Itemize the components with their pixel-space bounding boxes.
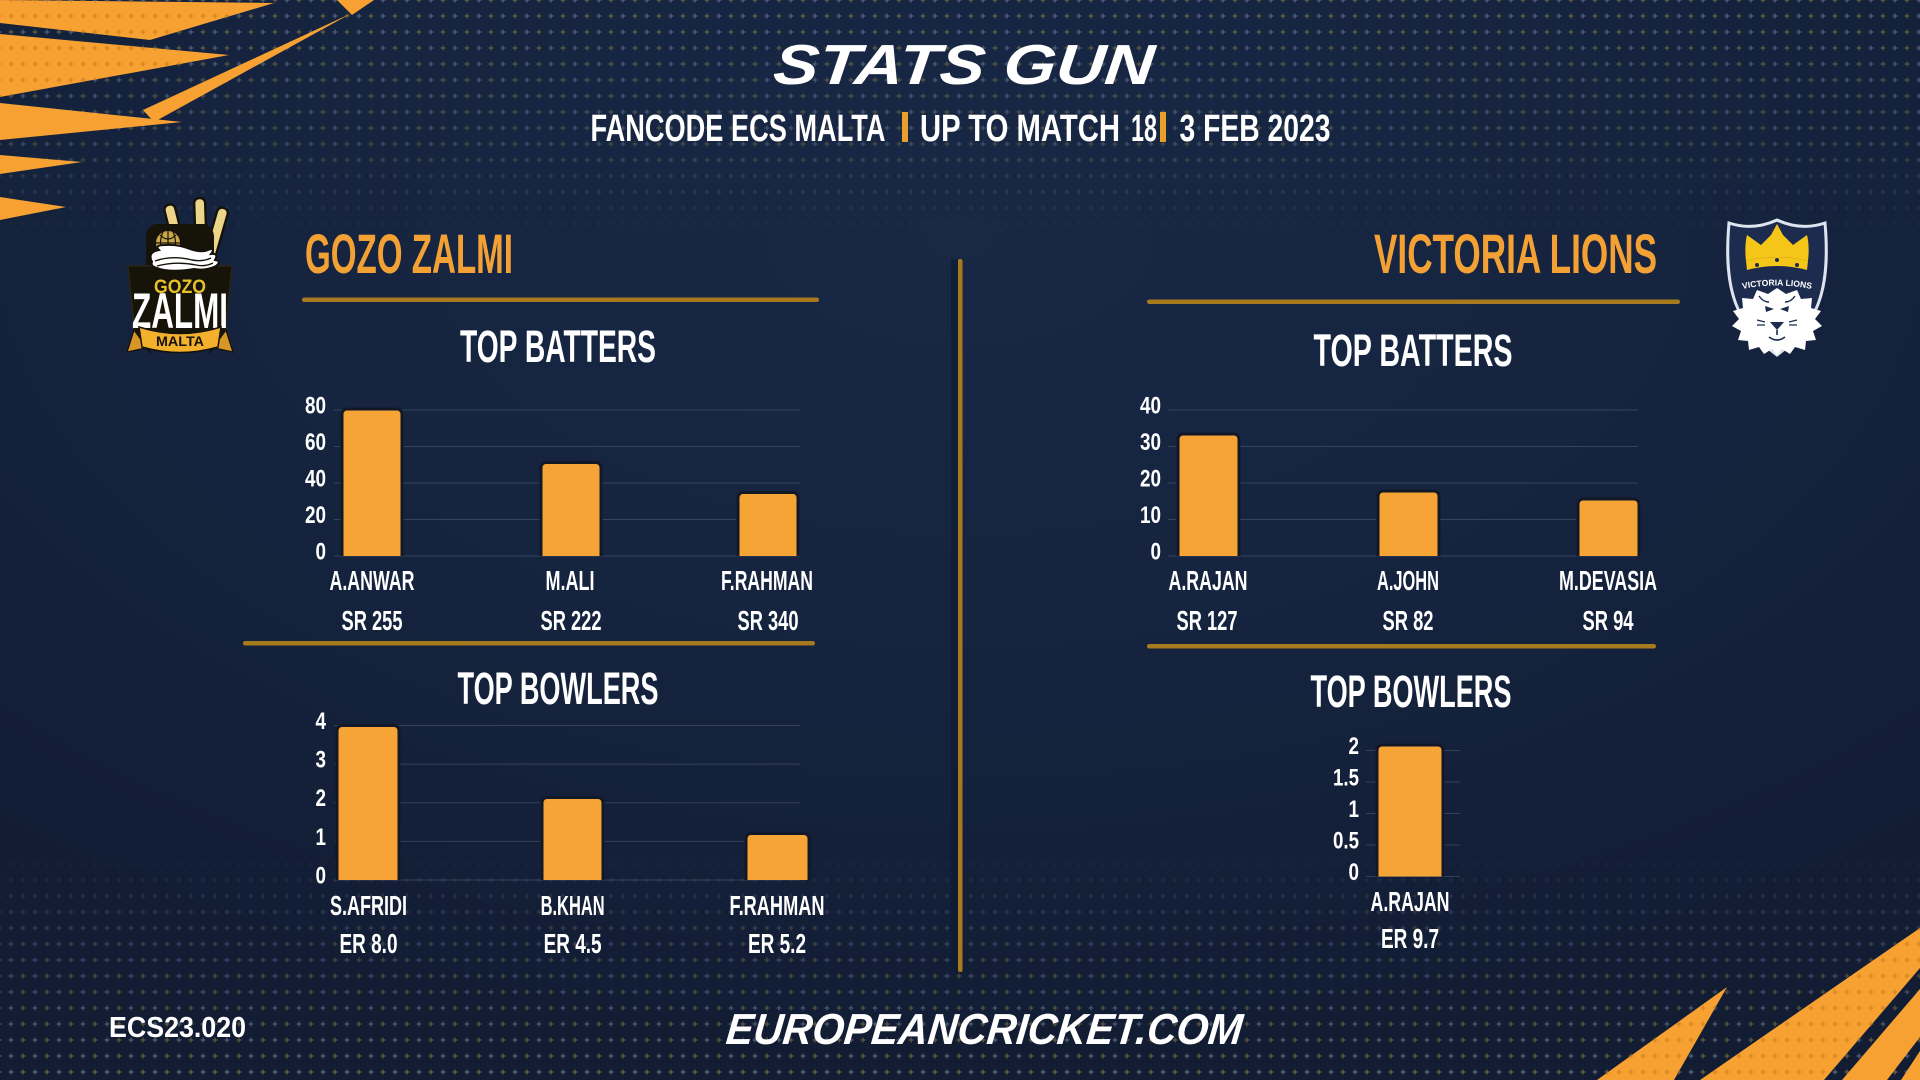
svg-text:M.ALI: M.ALI (546, 565, 595, 596)
svg-text:ECS23.020: ECS23.020 (109, 1012, 246, 1044)
svg-text:1.5: 1.5 (1333, 765, 1359, 792)
svg-text:TOP BOWLERS: TOP BOWLERS (458, 663, 659, 714)
svg-text:1: 1 (1349, 796, 1360, 823)
svg-text:ER 4.5: ER 4.5 (544, 928, 602, 959)
svg-text:ER 8.0: ER 8.0 (340, 928, 398, 959)
svg-text:60: 60 (305, 429, 326, 456)
svg-text:F.RAHMAN: F.RAHMAN (721, 565, 813, 596)
svg-text:A.JOHN: A.JOHN (1377, 565, 1439, 596)
svg-text:TOP BOWLERS: TOP BOWLERS (1311, 666, 1512, 717)
svg-text:SR 82: SR 82 (1383, 605, 1434, 636)
svg-text:STATS GUN: STATS GUN (771, 34, 1159, 97)
svg-text:A.RAJAN: A.RAJAN (1371, 886, 1450, 917)
svg-text:UP TO MATCH: UP TO MATCH (920, 108, 1120, 150)
svg-text:SR 340: SR 340 (738, 605, 799, 636)
svg-text:MALTA: MALTA (156, 333, 204, 349)
svg-text:FANCODE ECS MALTA: FANCODE ECS MALTA (591, 108, 886, 150)
svg-text:3 FEB 2023: 3 FEB 2023 (1180, 108, 1331, 150)
svg-text:20: 20 (1140, 466, 1161, 493)
svg-text:VICTORIA LIONS: VICTORIA LIONS (1374, 222, 1657, 285)
svg-text:SR 255: SR 255 (342, 605, 403, 636)
svg-text:GOZO ZALMI: GOZO ZALMI (305, 222, 513, 285)
svg-text:2: 2 (1349, 733, 1360, 760)
svg-text:S.AFRIDI: S.AFRIDI (330, 890, 407, 921)
svg-text:10: 10 (1140, 502, 1161, 529)
svg-text:GOZO: GOZO (154, 277, 206, 298)
svg-text:4: 4 (316, 708, 327, 735)
svg-text:SR 127: SR 127 (1177, 605, 1238, 636)
svg-text:0: 0 (316, 863, 327, 890)
svg-text:3: 3 (316, 747, 327, 774)
svg-text:F.RAHMAN: F.RAHMAN (730, 890, 825, 921)
svg-text:0: 0 (1151, 539, 1162, 566)
svg-text:B.KHAN: B.KHAN (541, 890, 605, 921)
svg-text:ER 5.2: ER 5.2 (748, 928, 806, 959)
svg-text:2: 2 (316, 785, 327, 812)
svg-text:ER 9.7: ER 9.7 (1381, 923, 1439, 954)
svg-text:M.DEVASIA: M.DEVASIA (1559, 565, 1657, 596)
svg-text:1: 1 (316, 824, 327, 851)
svg-text:TOP BATTERS: TOP BATTERS (460, 321, 656, 372)
svg-text:30: 30 (1140, 429, 1161, 456)
svg-text:SR 222: SR 222 (541, 605, 602, 636)
svg-text:TOP BATTERS: TOP BATTERS (1314, 325, 1513, 376)
svg-text:40: 40 (305, 466, 326, 493)
svg-text:80: 80 (305, 393, 326, 420)
svg-text:20: 20 (305, 502, 326, 529)
svg-text:VICTORIA LIONS: VICTORIA LIONS (1741, 277, 1813, 291)
svg-text:SR 94: SR 94 (1583, 605, 1634, 636)
svg-text:0.5: 0.5 (1333, 828, 1359, 855)
svg-text:0: 0 (1349, 859, 1360, 886)
svg-text:A.RAJAN: A.RAJAN (1169, 565, 1248, 596)
svg-text:EUROPEANCRICKET.COM: EUROPEANCRICKET.COM (724, 1006, 1247, 1054)
svg-text:A.ANWAR: A.ANWAR (330, 565, 415, 596)
svg-text:18: 18 (1131, 108, 1157, 150)
svg-text:0: 0 (316, 539, 327, 566)
svg-text:40: 40 (1140, 393, 1161, 420)
